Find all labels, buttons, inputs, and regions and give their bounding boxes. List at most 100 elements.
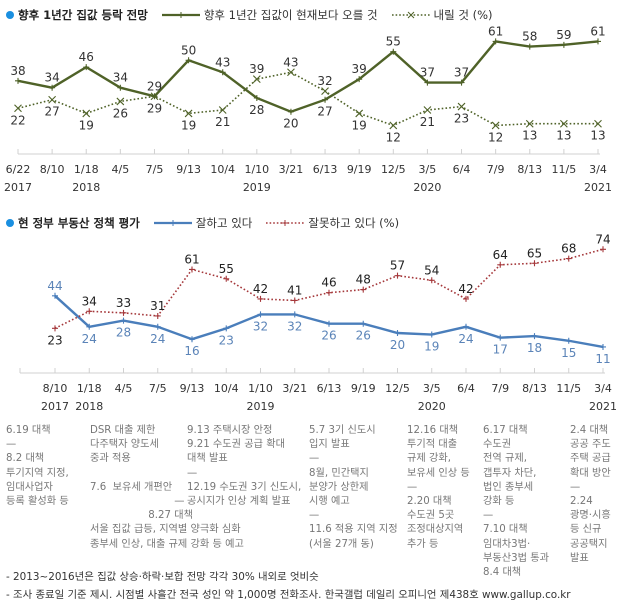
year-label: 2021 [584, 181, 612, 194]
x-tick-label: 9/19 [351, 382, 376, 395]
x-tick-label: 7/5 [149, 382, 167, 395]
data-label: 34 [82, 294, 97, 308]
data-point-marker [559, 119, 568, 128]
x-tick-label: 7/9 [491, 382, 509, 395]
x-tick-label: 11/5 [552, 163, 577, 176]
data-label: 55 [386, 35, 401, 49]
data-point-marker [83, 64, 90, 71]
data-point-marker [189, 266, 195, 273]
data-label: 21 [420, 115, 435, 129]
data-label: 29 [147, 101, 162, 115]
data-label: 74 [595, 232, 610, 246]
x-tick-label: 8/13 [522, 382, 547, 395]
data-label: 68 [561, 242, 576, 256]
chart-house-price-outlook: 6/22 8/10 1/18 4/5 7/5 9/13 10/4 1/10 3/21 6/13 9/… [4, 24, 612, 194]
data-point-marker [526, 43, 533, 50]
data-point-marker [428, 331, 435, 338]
data-point-marker [360, 320, 367, 327]
x-tick-label: 1/18 [74, 163, 99, 176]
legend-doing-well: 잘하고 있다 [195, 216, 253, 230]
data-point-marker [497, 261, 504, 268]
chart2-legend: 현 정부 부동산 정책 평가 잘하고 있다 잘못하고 있다 (%) [6, 214, 413, 232]
data-label: 21 [215, 115, 230, 129]
data-point-marker [86, 308, 93, 315]
data-label: 37 [454, 66, 469, 80]
x-tick-label: 9/13 [180, 382, 205, 395]
legend-rise: 향후 1년간 집값이 현재보다 오를 것 [203, 8, 378, 22]
data-label: 24 [150, 332, 165, 346]
year-label: 2017 [4, 181, 32, 194]
year-label: 2020 [413, 181, 441, 194]
year-label: 2018 [72, 181, 100, 194]
data-label: 23 [47, 333, 62, 347]
data-point-marker [185, 57, 192, 64]
data-point-marker [14, 104, 22, 113]
data-point-marker [423, 106, 432, 114]
data-point-marker [257, 295, 264, 302]
data-label: 23 [219, 333, 234, 347]
data-label: 61 [184, 252, 199, 266]
data-label: 13 [590, 129, 605, 143]
x-tick-label: 7/5 [146, 163, 164, 176]
data-point-marker [218, 106, 227, 114]
x-tick-label: 1/10 [244, 163, 269, 176]
data-label: 23 [454, 112, 469, 126]
policy-notes: 6.19 대책 — 8.2 대책 투기지역 지정, 임대사업자 등록 활성화 등… [0, 424, 621, 578]
data-label: 11 [595, 352, 610, 366]
data-label: 16 [184, 344, 199, 358]
data-label: 46 [79, 50, 94, 64]
data-point-marker [287, 108, 294, 115]
data-label: 31 [150, 299, 165, 313]
data-label: 65 [527, 246, 542, 260]
x-tick-label: 1/18 [77, 382, 102, 395]
data-point-marker [223, 275, 230, 282]
data-label: 42 [458, 282, 473, 296]
policy-note: 2.4 대책 공공 주도 주택 공급 확대 방안 — 2.24 광명·시흥 등 … [570, 425, 611, 564]
year-label: 2017 [41, 400, 69, 413]
data-label: 37 [420, 66, 435, 80]
data-point-marker [184, 109, 193, 118]
data-label: 59 [556, 28, 571, 42]
data-label: 27 [44, 105, 59, 119]
data-label: 15 [561, 346, 576, 360]
data-point-marker [560, 41, 567, 48]
data-point-marker [594, 119, 602, 128]
data-label: 19 [79, 118, 94, 132]
data-label: 19 [181, 118, 196, 132]
data-point-marker [252, 75, 261, 84]
data-label: 38 [10, 64, 25, 78]
data-label: 32 [253, 319, 268, 333]
year-label: 2019 [247, 400, 275, 413]
data-point-marker [49, 84, 56, 91]
data-label: 61 [590, 24, 605, 38]
data-point-marker [154, 312, 161, 319]
x-tick-label: 6/4 [457, 382, 475, 395]
chart1-legend: 향후 1년간 집값 등락 전망 향후 1년간 집값이 현재보다 오를 것 내릴 … [6, 6, 507, 24]
data-label: 27 [317, 105, 332, 119]
data-point-marker [355, 109, 364, 118]
footnote-2: - 조사 종료일 기준 제시. 시점별 사흘간 전국 성인 약 1,000명 전… [6, 589, 571, 601]
solid-line-plus-legend-icon [153, 220, 192, 226]
data-label: 24 [458, 332, 473, 346]
x-tick-label: 8/13 [517, 163, 542, 176]
x-tick-label: 8/10 [43, 382, 68, 395]
x-tick-label: 3/5 [419, 163, 437, 176]
data-point-marker [154, 323, 161, 330]
data-point-marker [394, 272, 401, 279]
data-label: 43 [283, 55, 298, 69]
data-point-marker [253, 95, 260, 101]
data-label: 26 [113, 106, 128, 120]
x-tick-label: 7/9 [487, 163, 505, 176]
data-label: 32 [287, 319, 302, 333]
legend-fall: 내릴 것 (%) [433, 8, 493, 22]
chart-policy-evaluation: 8/10 1/18 4/5 7/5 9/13 10/4 1/10 3/21 6/13 9/19 12… [19, 232, 617, 413]
data-label: 64 [493, 248, 508, 262]
year-label: 2020 [418, 400, 446, 413]
data-label: 44 [47, 279, 62, 293]
policy-note: DSR 대출 제한 다주택자 양도세 중과 적용 7.6 보유세 개편안 — 8… [90, 425, 244, 550]
chart1-title: 향후 1년간 집값 등락 전망 [18, 8, 148, 22]
data-point-marker [492, 38, 499, 45]
data-point-marker [394, 330, 401, 336]
data-point-marker [223, 325, 230, 332]
data-label: 29 [147, 79, 162, 93]
